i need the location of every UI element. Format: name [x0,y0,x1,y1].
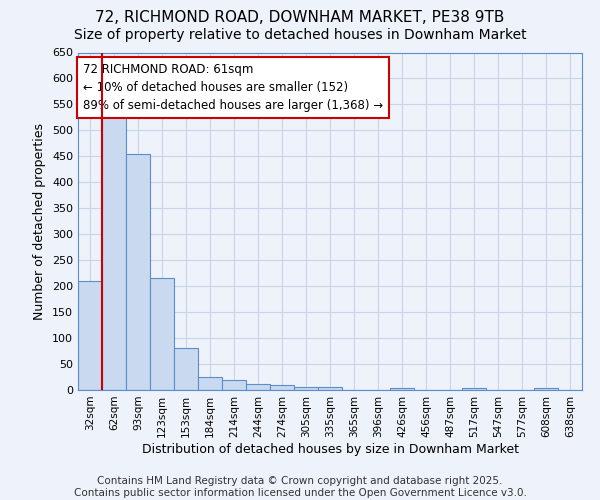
Text: 72, RICHMOND ROAD, DOWNHAM MARKET, PE38 9TB: 72, RICHMOND ROAD, DOWNHAM MARKET, PE38 … [95,10,505,25]
Bar [534,388,558,390]
Bar [270,385,294,390]
Bar [294,388,318,390]
Text: Size of property relative to detached houses in Downham Market: Size of property relative to detached ho… [74,28,526,42]
Bar [222,380,246,390]
Text: Contains HM Land Registry data © Crown copyright and database right 2025.
Contai: Contains HM Land Registry data © Crown c… [74,476,526,498]
Bar [126,154,150,390]
Bar [174,348,198,390]
Bar [102,112,126,390]
Bar [246,384,270,390]
Bar [390,388,414,390]
Text: 72 RICHMOND ROAD: 61sqm
← 10% of detached houses are smaller (152)
89% of semi-d: 72 RICHMOND ROAD: 61sqm ← 10% of detache… [83,62,383,112]
Y-axis label: Number of detached properties: Number of detached properties [34,122,46,320]
Bar [318,388,342,390]
Bar [198,377,222,390]
Bar [462,388,486,390]
Bar [150,278,174,390]
X-axis label: Distribution of detached houses by size in Downham Market: Distribution of detached houses by size … [142,442,518,456]
Bar [78,281,102,390]
